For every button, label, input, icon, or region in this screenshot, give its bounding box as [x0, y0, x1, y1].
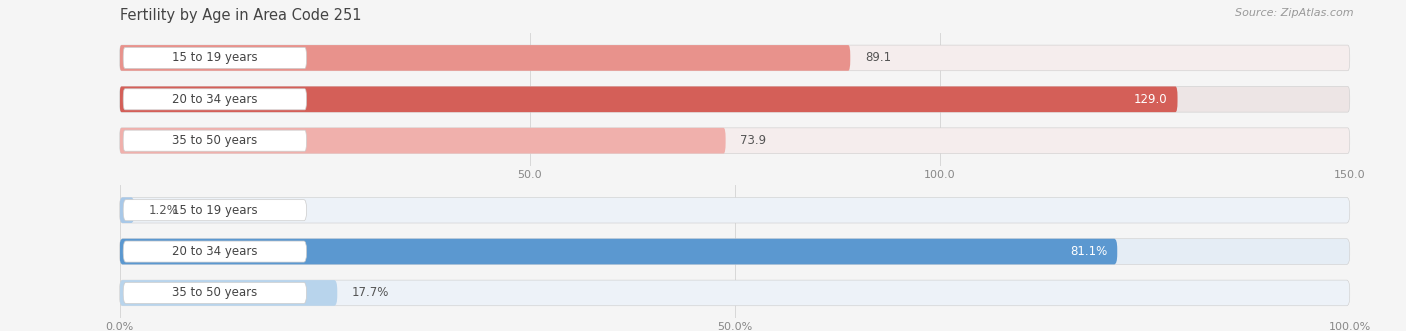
Text: 15 to 19 years: 15 to 19 years	[172, 51, 257, 65]
FancyBboxPatch shape	[120, 45, 851, 71]
Text: 35 to 50 years: 35 to 50 years	[172, 286, 257, 300]
FancyBboxPatch shape	[124, 200, 307, 221]
FancyBboxPatch shape	[120, 197, 1350, 223]
FancyBboxPatch shape	[120, 197, 135, 223]
FancyBboxPatch shape	[124, 89, 307, 110]
FancyBboxPatch shape	[120, 239, 1118, 264]
FancyBboxPatch shape	[124, 130, 307, 151]
FancyBboxPatch shape	[124, 282, 307, 304]
FancyBboxPatch shape	[120, 239, 1350, 264]
FancyBboxPatch shape	[120, 86, 1178, 112]
Text: 17.7%: 17.7%	[352, 286, 389, 300]
Text: 89.1: 89.1	[865, 51, 891, 65]
Text: 20 to 34 years: 20 to 34 years	[172, 245, 257, 258]
FancyBboxPatch shape	[120, 128, 1350, 154]
Text: 73.9: 73.9	[741, 134, 766, 147]
Text: 35 to 50 years: 35 to 50 years	[172, 134, 257, 147]
FancyBboxPatch shape	[124, 47, 307, 69]
FancyBboxPatch shape	[120, 86, 1350, 112]
Text: 129.0: 129.0	[1135, 93, 1168, 106]
Text: 20 to 34 years: 20 to 34 years	[172, 93, 257, 106]
Text: Source: ZipAtlas.com: Source: ZipAtlas.com	[1236, 8, 1354, 18]
FancyBboxPatch shape	[120, 280, 1350, 306]
Text: 15 to 19 years: 15 to 19 years	[172, 204, 257, 217]
Text: Fertility by Age in Area Code 251: Fertility by Age in Area Code 251	[120, 8, 361, 23]
FancyBboxPatch shape	[120, 128, 725, 154]
Text: 81.1%: 81.1%	[1070, 245, 1108, 258]
FancyBboxPatch shape	[124, 241, 307, 262]
FancyBboxPatch shape	[120, 45, 1350, 71]
Text: 1.2%: 1.2%	[149, 204, 179, 217]
FancyBboxPatch shape	[120, 280, 337, 306]
